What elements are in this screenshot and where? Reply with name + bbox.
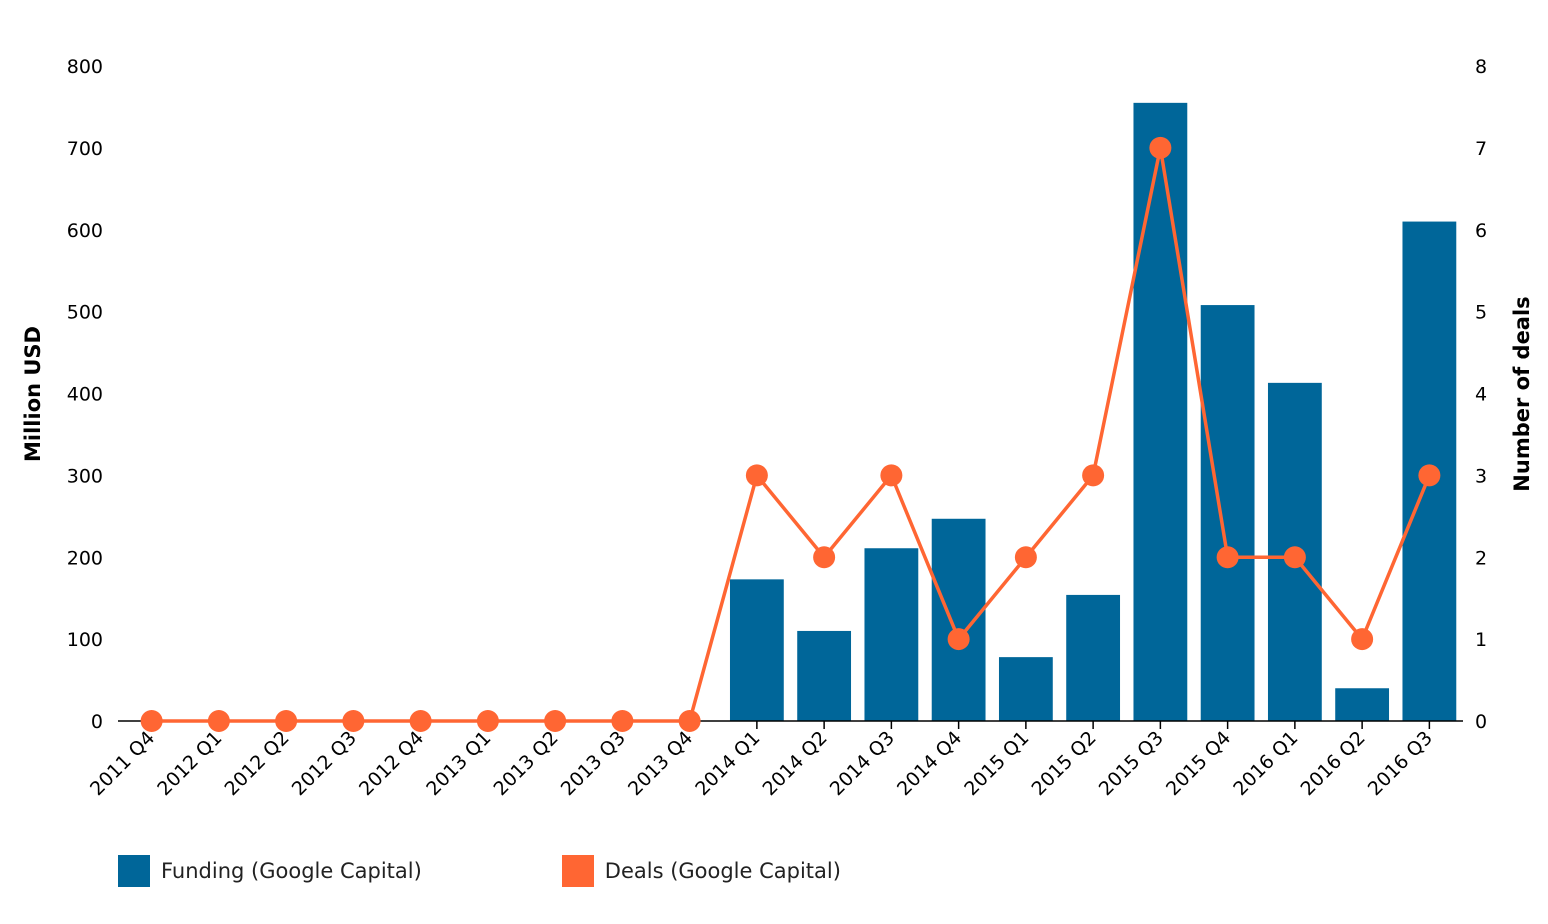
x-tick-label: 2012 Q2 bbox=[221, 727, 294, 800]
x-tick-label: 2012 Q3 bbox=[288, 727, 361, 800]
y2-tick-label: 3 bbox=[1475, 465, 1487, 487]
x-tick-label: 2012 Q1 bbox=[153, 727, 226, 800]
x-tick-label: 2015 Q1 bbox=[960, 727, 1033, 800]
y-tick-label: 400 bbox=[67, 384, 103, 406]
x-tick-label: 2012 Q4 bbox=[355, 727, 428, 800]
funding-bar bbox=[797, 630, 852, 721]
y-tick-label: 600 bbox=[67, 220, 103, 242]
x-tick-label: 2016 Q1 bbox=[1229, 727, 1302, 800]
deals-point bbox=[207, 710, 230, 732]
y2-tick-label: 4 bbox=[1475, 384, 1487, 406]
deals-point bbox=[1283, 546, 1306, 569]
y-axis-title: Million USD bbox=[21, 326, 45, 462]
y-axis-left-ticks: 0 100 200 300 400 500 600 700 800 bbox=[67, 56, 103, 733]
x-tick-label: 2015 Q3 bbox=[1095, 727, 1168, 800]
x-tick-label: 2015 Q4 bbox=[1162, 727, 1235, 800]
funding-bar bbox=[998, 657, 1053, 721]
x-tick-label: 2016 Q3 bbox=[1364, 727, 1437, 800]
y-tick-label: 700 bbox=[67, 138, 103, 160]
legend-label-deals: Deals (Google Capital) bbox=[604, 859, 841, 883]
y2-tick-label: 0 bbox=[1475, 711, 1487, 733]
deals-point bbox=[611, 710, 634, 732]
funding-bar bbox=[931, 518, 986, 721]
deals-point bbox=[1082, 464, 1105, 487]
deals-point bbox=[1216, 546, 1239, 569]
deals-point bbox=[1014, 546, 1037, 569]
legend: Funding (Google Capital) Deals (Google C… bbox=[118, 855, 981, 887]
deals-point bbox=[1351, 628, 1374, 651]
x-tick-label: 2014 Q4 bbox=[893, 727, 966, 800]
deals-point bbox=[1149, 136, 1172, 159]
y-tick-label: 200 bbox=[67, 547, 103, 569]
x-tick-label: 2014 Q2 bbox=[759, 727, 832, 800]
deals-point bbox=[813, 546, 836, 569]
y-tick-label: 0 bbox=[91, 711, 103, 733]
y2-tick-label: 2 bbox=[1475, 547, 1487, 569]
deals-point bbox=[678, 710, 701, 732]
legend-label-funding: Funding (Google Capital) bbox=[161, 859, 422, 883]
funding-bar bbox=[1133, 102, 1188, 721]
y2-tick-label: 5 bbox=[1475, 302, 1487, 324]
deals-point bbox=[342, 710, 365, 732]
deals-point bbox=[745, 464, 768, 487]
deals-point bbox=[1418, 464, 1441, 487]
x-tick-label: 2011 Q4 bbox=[86, 727, 159, 800]
legend-swatch-funding bbox=[118, 855, 150, 887]
y-tick-label: 800 bbox=[67, 56, 103, 78]
y-axis-right-ticks: 0 1 2 3 4 5 6 7 8 bbox=[1475, 56, 1487, 733]
deals-point bbox=[140, 710, 163, 732]
x-tick-label: 2014 Q1 bbox=[691, 727, 764, 800]
deals-point bbox=[476, 710, 499, 732]
y2-tick-label: 6 bbox=[1475, 220, 1487, 242]
deals-point bbox=[275, 710, 298, 732]
x-tick-label: 2013 Q3 bbox=[557, 727, 630, 800]
deals-point bbox=[880, 464, 903, 487]
y2-tick-label: 1 bbox=[1475, 629, 1487, 651]
deals-point bbox=[544, 710, 567, 732]
funding-bar bbox=[864, 548, 919, 721]
deals-point bbox=[947, 628, 970, 651]
legend-item-deals: Deals (Google Capital) bbox=[561, 855, 841, 887]
x-tick-label: 2013 Q1 bbox=[422, 727, 495, 800]
x-tick-label: 2014 Q3 bbox=[826, 727, 899, 800]
deals-line bbox=[140, 136, 1441, 732]
funding-bar bbox=[729, 579, 784, 721]
funding-bar bbox=[1335, 688, 1390, 721]
y-tick-label: 300 bbox=[67, 465, 103, 487]
funding-bars bbox=[729, 102, 1457, 721]
y2-tick-label: 8 bbox=[1475, 56, 1487, 78]
funding-bar bbox=[1066, 594, 1121, 721]
legend-item-funding: Funding (Google Capital) bbox=[118, 855, 422, 887]
x-tick-label: 2013 Q2 bbox=[490, 727, 563, 800]
y2-tick-label: 7 bbox=[1475, 138, 1487, 160]
y-tick-label: 500 bbox=[67, 302, 103, 324]
legend-swatch-deals bbox=[561, 855, 594, 887]
funding-bar bbox=[1200, 305, 1255, 721]
x-tick-label: 2015 Q2 bbox=[1028, 727, 1101, 800]
y2-axis-title: Number of deals bbox=[1510, 296, 1534, 491]
x-tick-label: 2013 Q4 bbox=[624, 727, 697, 800]
x-tick-label: 2016 Q2 bbox=[1297, 727, 1370, 800]
deals-line-path bbox=[151, 146, 1431, 723]
y-tick-label: 100 bbox=[67, 629, 103, 651]
deals-point bbox=[409, 710, 432, 732]
